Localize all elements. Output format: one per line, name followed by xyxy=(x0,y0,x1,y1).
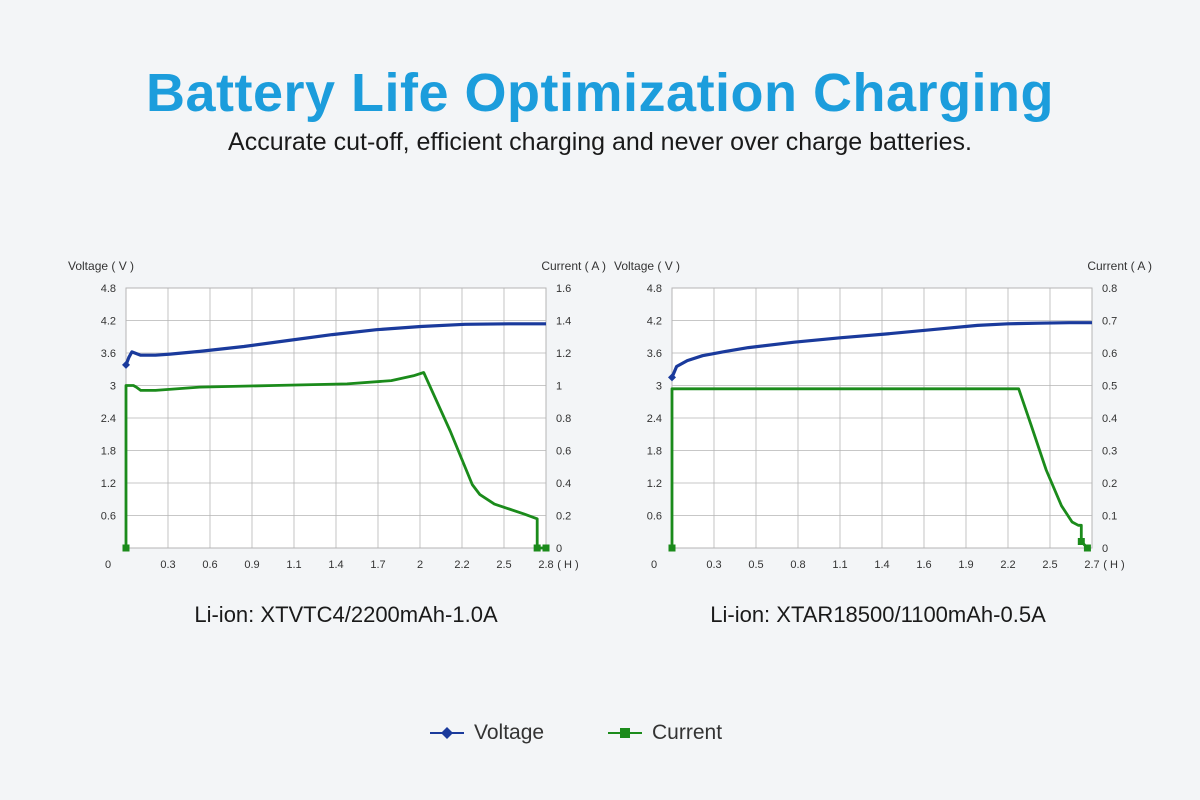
y-left-tick-label: 4.2 xyxy=(101,316,116,328)
y-right-tick-label: 0.2 xyxy=(556,511,571,523)
legend: Voltage Current xyxy=(430,718,770,748)
y-left-tick-label: 1.8 xyxy=(101,446,116,458)
y-left-tick-label: 4.8 xyxy=(647,283,662,295)
x-tick-label: 2.5 xyxy=(496,559,511,571)
chart-svg-xtvtc4: 0 0.6 0.2 1.2 0.4 1.8 0.6 2.4 0.8 3 1 3.6 1.2 4.2 1.4 4… xyxy=(68,259,606,571)
current-data-marker xyxy=(1083,544,1091,552)
x-tick-label: 2.8 xyxy=(538,559,553,571)
current-data-marker xyxy=(668,544,676,552)
x-tick-label: 0 xyxy=(105,559,111,571)
x-tick-label: 2.2 xyxy=(1000,559,1015,571)
page-title: Battery Life Optimization Charging xyxy=(145,63,1055,123)
x-tick-label: 0 xyxy=(651,559,657,571)
x-tick-label: 1.7 xyxy=(370,559,385,571)
y-left-tick-label: 0.6 xyxy=(101,511,116,523)
y-right-tick-label: 0.6 xyxy=(556,446,571,458)
x-tick-label: 0.5 xyxy=(748,559,763,571)
y-right-tick-label: 0.1 xyxy=(1102,511,1117,523)
y-right-tick-label: 0.8 xyxy=(556,413,571,425)
legend-item-voltage: Voltage xyxy=(430,718,544,748)
series-line-voltage xyxy=(670,321,1092,379)
x-tick-label: 2 xyxy=(417,559,423,571)
y-left-tick-label: 1.2 xyxy=(101,478,116,490)
y-right-axis-title: Current ( A ) xyxy=(541,259,606,273)
x-tick-label: 0.8 xyxy=(790,559,805,571)
x-tick-label: 1.6 xyxy=(916,559,931,571)
y-right-tick-label: 0 xyxy=(1102,543,1108,555)
x-tick-label: 2.5 xyxy=(1042,559,1057,571)
y-left-tick-label: 2.4 xyxy=(647,413,662,425)
y-right-tick-label: 0.5 xyxy=(1102,381,1117,393)
y-right-tick-label: 0.6 xyxy=(1102,348,1117,360)
y-right-tick-label: 0.7 xyxy=(1102,316,1117,328)
chart-caption-xtvtc4: Li-ion: XTVTC4/2200mAh-1.0A xyxy=(194,602,498,627)
y-left-axis-title: Voltage ( V ) xyxy=(614,259,680,273)
charging-chart-xtar18500: 0 0.6 0.1 1.2 0.2 1.8 0.3 2.4 0.4 3 0.5 3.6 0.6 4.2 0.… xyxy=(606,250,1166,590)
y-right-tick-label: 0.8 xyxy=(1102,283,1117,295)
current-data-marker xyxy=(1077,538,1085,545)
current-data-marker xyxy=(533,544,541,552)
y-right-tick-label: 0.4 xyxy=(556,478,571,490)
y-left-tick-label: 4.8 xyxy=(101,283,116,295)
y-left-tick-label: 3.6 xyxy=(647,348,662,360)
y-right-tick-label: 0.2 xyxy=(1102,478,1117,490)
x-axis-unit-label: ( H ) xyxy=(1103,559,1124,571)
x-tick-label: 0.3 xyxy=(706,559,721,571)
legend-label-voltage: Voltage xyxy=(474,721,545,744)
legend-label-current: Current xyxy=(652,721,723,744)
y-right-tick-label: 1.4 xyxy=(556,316,571,328)
y-right-tick-label: 1.6 xyxy=(556,283,571,295)
x-tick-label: 1.9 xyxy=(958,559,973,571)
y-left-tick-label: 4.2 xyxy=(647,316,662,328)
y-left-tick-label: 0.6 xyxy=(647,511,662,523)
x-tick-label: 2.2 xyxy=(454,559,469,571)
chart-svg-xtar18500: 0 0.6 0.1 1.2 0.2 1.8 0.3 2.4 0.4 3 0.5 3.6 0.6 4.2 0.… xyxy=(614,259,1152,571)
x-tick-label: 1.4 xyxy=(874,559,889,571)
y-right-tick-label: 0.4 xyxy=(1102,413,1117,425)
y-left-tick-label: 3 xyxy=(110,381,116,393)
x-tick-label: 0.3 xyxy=(160,559,175,571)
y-right-tick-label: 0.3 xyxy=(1102,446,1117,458)
x-tick-label: 1.1 xyxy=(832,559,847,571)
y-left-tick-label: 3 xyxy=(656,381,662,393)
x-tick-label: 1.4 xyxy=(328,559,343,571)
chart-caption-xtar18500: Li-ion: XTAR18500/1100mAh-0.5A xyxy=(710,602,1046,627)
series-line-voltage xyxy=(124,322,546,366)
page-subtitle: Accurate cut-off, efficient charging and… xyxy=(228,128,972,156)
y-left-tick-label: 1.2 xyxy=(647,478,662,490)
y-left-axis-title: Voltage ( V ) xyxy=(68,259,134,273)
current-data-marker xyxy=(542,544,550,552)
series-line-current xyxy=(124,371,546,550)
x-tick-label: 0.6 xyxy=(202,559,217,571)
y-left-tick-label: 2.4 xyxy=(101,413,116,425)
y-left-tick-label: 1.8 xyxy=(647,446,662,458)
x-tick-label: 0.9 xyxy=(244,559,259,571)
y-right-tick-label: 0 xyxy=(556,543,562,555)
y-left-tick-label: 3.6 xyxy=(101,348,116,360)
y-right-tick-label: 1 xyxy=(556,381,562,393)
x-axis-unit-label: ( H ) xyxy=(557,559,578,571)
square-marker-icon xyxy=(608,728,642,738)
voltage-data-marker xyxy=(122,360,130,369)
legend-item-current: Current xyxy=(608,718,722,748)
y-right-axis-title: Current ( A ) xyxy=(1087,259,1152,273)
charging-chart-xtvtc4: 0 0.6 0.2 1.2 0.4 1.8 0.6 2.4 0.8 3 1 3.6 1.2 4.2 1.4 4… xyxy=(60,250,620,590)
y-right-tick-label: 1.2 xyxy=(556,348,571,360)
voltage-data-marker xyxy=(668,373,676,382)
current-data-marker xyxy=(122,544,130,552)
x-tick-label: 2.7 xyxy=(1084,559,1099,571)
diamond-marker-icon xyxy=(430,727,464,739)
series-line-current xyxy=(670,387,1089,549)
x-tick-label: 1.1 xyxy=(286,559,301,571)
